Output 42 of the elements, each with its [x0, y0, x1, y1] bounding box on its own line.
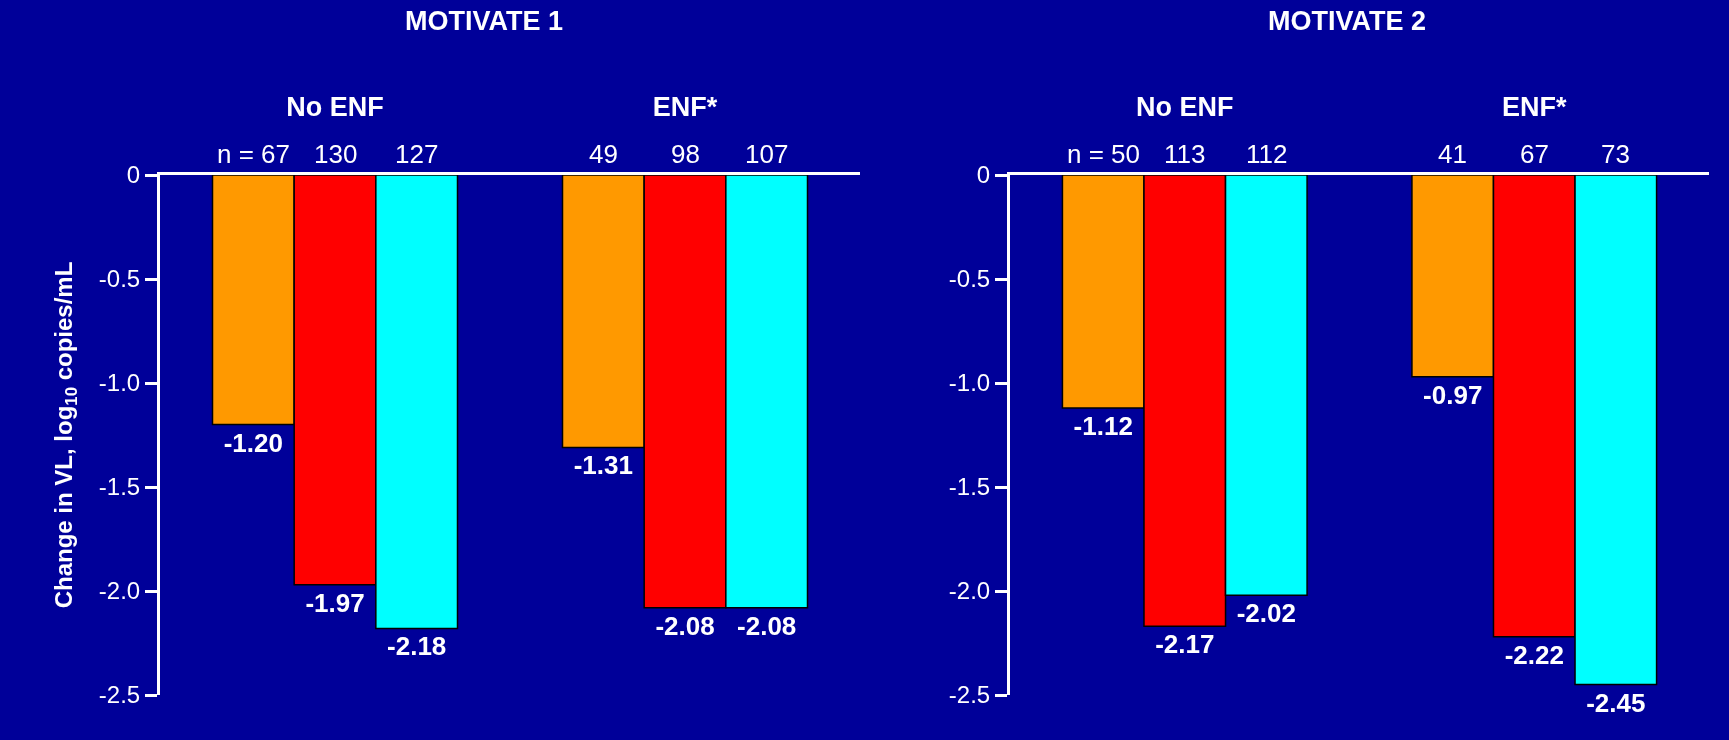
y-tick-label: -0.5 [98, 265, 141, 293]
data-label: -2.17 [1155, 629, 1215, 660]
y-tick-label: -2.0 [948, 577, 991, 605]
x-tick-label: No ENF [1136, 92, 1234, 123]
text: 107 [745, 139, 789, 169]
text: 67 [1520, 139, 1549, 169]
data-label: -2.45 [1586, 687, 1646, 718]
data-label: -2.18 [387, 631, 447, 662]
data-label: -2.08 [655, 610, 715, 641]
x-tick-label: ENF* [1501, 92, 1567, 123]
data-label: -1.12 [1073, 410, 1133, 441]
x-tick-label: No ENF [286, 92, 384, 123]
text: 112 [1246, 139, 1288, 169]
chart-title: MOTIVATE 1 [404, 6, 564, 36]
y-tick-label: -0.5 [948, 265, 991, 293]
x-tick-label: ENF* [652, 92, 718, 123]
y-tick-label: -1.5 [948, 473, 991, 501]
y-tick-label: -1.0 [98, 369, 141, 397]
chart-title: MOTIVATE 2 [1267, 6, 1426, 36]
data-label: -2.02 [1236, 598, 1296, 629]
data-label: -2.22 [1504, 639, 1564, 670]
data-label: -1.31 [573, 450, 633, 481]
text: n = 50 [1067, 139, 1141, 169]
data-label: -2.08 [737, 610, 797, 641]
data-label: -0.97 [1423, 379, 1483, 410]
data-label: -1.97 [305, 587, 365, 618]
y-tick-label: -2.5 [948, 681, 991, 709]
text: 127 [395, 139, 439, 169]
text: 130 [314, 139, 358, 169]
y-tick-label: -1.0 [948, 369, 991, 397]
text: 41 [1438, 139, 1467, 169]
y-tick-label: 0 [126, 161, 141, 189]
y-tick-label: -2.0 [98, 577, 141, 605]
text: 98 [671, 139, 700, 169]
text: 113 [1164, 139, 1206, 169]
y-tick-label: -2.5 [98, 681, 141, 709]
data-label: -1.20 [223, 427, 283, 458]
text: n = 67 [217, 139, 291, 169]
y-tick-label: -1.5 [98, 473, 141, 501]
text: 49 [589, 139, 618, 169]
text: 73 [1601, 139, 1630, 169]
y-tick-label: 0 [976, 161, 991, 189]
